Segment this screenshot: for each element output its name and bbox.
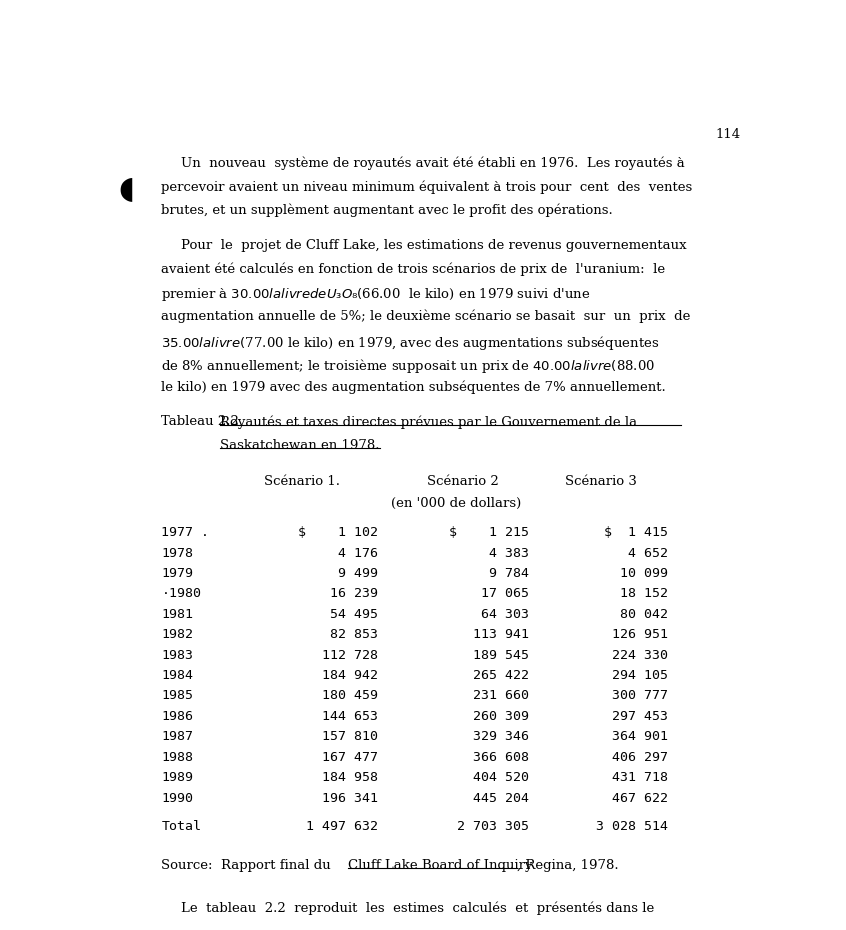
Text: 406 297: 406 297 bbox=[612, 751, 667, 764]
Text: 196 341: 196 341 bbox=[321, 791, 378, 804]
Text: percevoir avaient un niveau minimum équivalent à trois pour  cent  des  ventes: percevoir avaient un niveau minimum équi… bbox=[162, 180, 693, 193]
Text: 431 718: 431 718 bbox=[612, 771, 667, 784]
Text: 189 545: 189 545 bbox=[473, 648, 529, 661]
Text: 1978: 1978 bbox=[162, 547, 194, 560]
Text: 364 901: 364 901 bbox=[612, 730, 667, 743]
Text: 1986: 1986 bbox=[162, 710, 194, 723]
Text: Pour  le  projet de Cluff Lake, les estimations de revenus gouvernementaux: Pour le projet de Cluff Lake, les estima… bbox=[181, 239, 687, 252]
Text: Scénario 2: Scénario 2 bbox=[427, 475, 499, 488]
Text: 2 703 305: 2 703 305 bbox=[457, 820, 529, 833]
Text: 366 608: 366 608 bbox=[473, 751, 529, 764]
Text: Total: Total bbox=[162, 820, 201, 833]
Text: 167 477: 167 477 bbox=[321, 751, 378, 764]
Text: de 8% annuellement; le troisième supposait un prix de $40.00 la livre  ($88.00: de 8% annuellement; le troisième supposa… bbox=[162, 357, 656, 375]
Text: 467 622: 467 622 bbox=[612, 791, 667, 804]
Text: 1979: 1979 bbox=[162, 567, 194, 580]
Text: Un  nouveau  système de royautés avait été établi en 1976.  Les royautés à: Un nouveau système de royautés avait été… bbox=[181, 157, 685, 170]
Text: 1983: 1983 bbox=[162, 648, 194, 661]
Text: 445 204: 445 204 bbox=[473, 791, 529, 804]
Text: $    1 215: $ 1 215 bbox=[448, 526, 529, 539]
Text: 9 499: 9 499 bbox=[338, 567, 378, 580]
Text: 1987: 1987 bbox=[162, 730, 194, 743]
Text: 17 065: 17 065 bbox=[481, 588, 529, 601]
Text: $  1 415: $ 1 415 bbox=[604, 526, 667, 539]
Text: 64 303: 64 303 bbox=[481, 608, 529, 621]
Text: 157 810: 157 810 bbox=[321, 730, 378, 743]
Text: augmentation annuelle de 5%; le deuxième scénario se basait  sur  un  prix  de: augmentation annuelle de 5%; le deuxième… bbox=[162, 310, 691, 324]
Text: 224 330: 224 330 bbox=[612, 648, 667, 661]
Text: 1985: 1985 bbox=[162, 689, 194, 702]
Text: avaient été calculés en fonction de trois scénarios de prix de  l'uranium:  le: avaient été calculés en fonction de troi… bbox=[162, 262, 666, 276]
Text: $35.00  la livre ($77.00 le kilo) en 1979, avec des augmentations subséquentes: $35.00 la livre ($77.00 le kilo) en 1979… bbox=[162, 334, 660, 352]
Text: Scénario 1.: Scénario 1. bbox=[265, 475, 340, 488]
Text: 1989: 1989 bbox=[162, 771, 194, 784]
Text: Royautés et taxes directes prévues par le Gouvernement de la: Royautés et taxes directes prévues par l… bbox=[221, 415, 638, 429]
Text: 112 728: 112 728 bbox=[321, 648, 378, 661]
Text: 1977 .: 1977 . bbox=[162, 526, 210, 539]
Text: 113 941: 113 941 bbox=[473, 629, 529, 641]
Text: 1988: 1988 bbox=[162, 751, 194, 764]
Text: 1984: 1984 bbox=[162, 669, 194, 682]
Text: 300 777: 300 777 bbox=[612, 689, 667, 702]
Text: (en '000 de dollars): (en '000 de dollars) bbox=[392, 498, 522, 511]
Text: premier à $30.00  la  livre  de  U₃O₈  ($66.00  le kilo) en 1979 suivi d'une: premier à $30.00 la livre de U₃O₈ ($66.0… bbox=[162, 286, 591, 303]
Text: 9 784: 9 784 bbox=[489, 567, 529, 580]
Text: 404 520: 404 520 bbox=[473, 771, 529, 784]
Text: Source:  Rapport final du: Source: Rapport final du bbox=[162, 858, 336, 871]
Text: Cluff Lake Board of Inquiry: Cluff Lake Board of Inquiry bbox=[349, 858, 533, 871]
Text: Scénario 3: Scénario 3 bbox=[565, 475, 637, 488]
Text: 82 853: 82 853 bbox=[330, 629, 378, 641]
Text: 4 652: 4 652 bbox=[628, 547, 667, 560]
Text: 260 309: 260 309 bbox=[473, 710, 529, 723]
Text: , Regina, 1978.: , Regina, 1978. bbox=[518, 858, 619, 871]
Text: 54 495: 54 495 bbox=[330, 608, 378, 621]
Text: 180 459: 180 459 bbox=[321, 689, 378, 702]
Text: 126 951: 126 951 bbox=[612, 629, 667, 641]
Text: 10 099: 10 099 bbox=[619, 567, 667, 580]
Text: ◖: ◖ bbox=[118, 174, 135, 203]
Text: Le  tableau  2.2  reproduit  les  estimes  calculés  et  présentés dans le: Le tableau 2.2 reproduit les estimes cal… bbox=[181, 902, 655, 915]
Text: 114: 114 bbox=[716, 128, 740, 141]
Text: 1990: 1990 bbox=[162, 791, 194, 804]
Text: 80 042: 80 042 bbox=[619, 608, 667, 621]
Text: 294 105: 294 105 bbox=[612, 669, 667, 682]
Text: 297 453: 297 453 bbox=[612, 710, 667, 723]
Text: le kilo) en 1979 avec des augmentation subséquentes de 7% annuellement.: le kilo) en 1979 avec des augmentation s… bbox=[162, 381, 667, 394]
Text: 265 422: 265 422 bbox=[473, 669, 529, 682]
Text: ·1980: ·1980 bbox=[162, 588, 201, 601]
Text: Saskatchewan en 1978.: Saskatchewan en 1978. bbox=[221, 439, 380, 452]
Text: 144 653: 144 653 bbox=[321, 710, 378, 723]
Text: 3 028 514: 3 028 514 bbox=[596, 820, 667, 833]
Text: $    1 102: $ 1 102 bbox=[298, 526, 378, 539]
Text: 16 239: 16 239 bbox=[330, 588, 378, 601]
Text: Tableau 2.2: Tableau 2.2 bbox=[162, 415, 239, 428]
Text: brutes, et un supplèment augmentant avec le profit des opérations.: brutes, et un supplèment augmentant avec… bbox=[162, 204, 613, 218]
Text: 184 942: 184 942 bbox=[321, 669, 378, 682]
Text: 1 497 632: 1 497 632 bbox=[306, 820, 378, 833]
Text: 231 660: 231 660 bbox=[473, 689, 529, 702]
Text: 4 383: 4 383 bbox=[489, 547, 529, 560]
Text: 1982: 1982 bbox=[162, 629, 194, 641]
Text: 18 152: 18 152 bbox=[619, 588, 667, 601]
Text: 4 176: 4 176 bbox=[338, 547, 378, 560]
Text: 1981: 1981 bbox=[162, 608, 194, 621]
Text: 184 958: 184 958 bbox=[321, 771, 378, 784]
Text: 329 346: 329 346 bbox=[473, 730, 529, 743]
